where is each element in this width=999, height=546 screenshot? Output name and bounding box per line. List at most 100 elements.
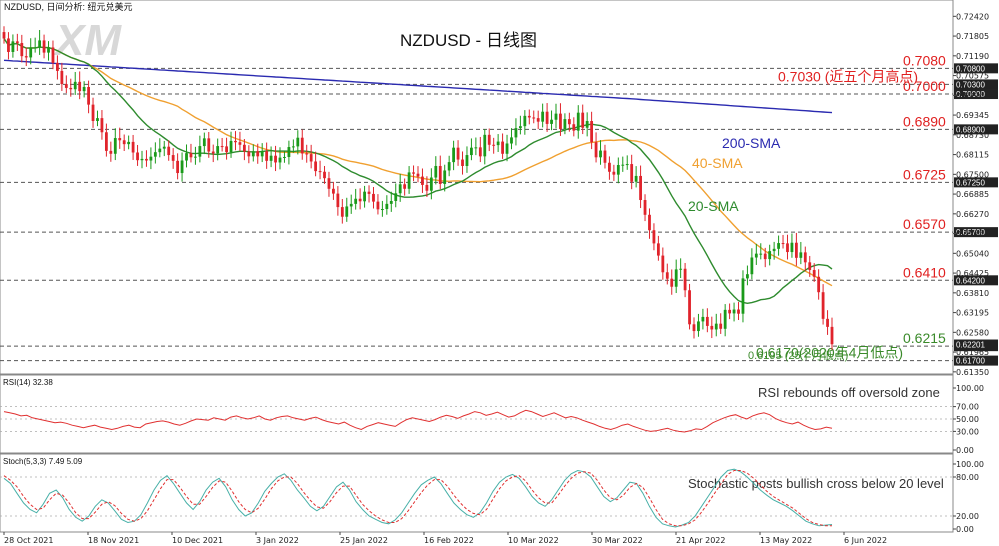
level-label: 0.6890	[903, 113, 946, 129]
level-price-tag-label: 0.68900	[956, 125, 985, 134]
price-tick-label: 0.72420	[956, 12, 989, 21]
stoch-annotation: Stochastic posts bullish cross below 20 …	[688, 476, 944, 491]
candle-bull	[768, 251, 772, 260]
candle-bear	[492, 144, 496, 146]
candles-layer	[2, 26, 834, 351]
candle-bear	[309, 154, 313, 162]
candle-bear	[683, 268, 687, 291]
level-price-tag-label: 0.70800	[956, 64, 985, 73]
time-tick-label: 25 Jan 2022	[340, 536, 388, 545]
candle-bull	[162, 146, 166, 149]
candle-bear	[109, 150, 113, 154]
time-tick-label: 30 Mar 2022	[592, 536, 643, 545]
candle-bear	[656, 243, 660, 256]
sma200-label: 200-SMA	[722, 135, 781, 151]
candle-bull	[434, 165, 438, 178]
candle-bull	[394, 193, 398, 201]
candle-bull	[772, 248, 776, 252]
candle-bear	[665, 272, 669, 279]
price-tick-label: 0.61350	[956, 368, 989, 377]
candle-bull	[674, 269, 678, 287]
candle-bull	[750, 257, 754, 275]
candle-bull	[443, 170, 447, 184]
candle-bear	[536, 118, 540, 122]
candle-bear	[612, 171, 616, 175]
candle-bear	[118, 138, 122, 141]
rsi-panel	[0, 374, 954, 454]
candle-bull	[33, 47, 37, 49]
current-price-tag-label: 0.62201	[956, 341, 985, 350]
candle-bear	[821, 292, 825, 319]
rsi-annotation: RSI rebounds off oversold zone	[758, 385, 940, 400]
level-label: 0.7080	[903, 52, 946, 68]
candle-bull	[385, 203, 389, 210]
candle-bull	[616, 165, 620, 175]
candle-bear	[425, 184, 429, 191]
candle-bear	[412, 172, 415, 174]
candle-bull	[746, 274, 749, 279]
candle-bear	[367, 191, 371, 194]
level-label: 0.7000	[903, 78, 946, 94]
indicator-series-d	[3, 470, 832, 527]
annotations-layer: 0.6195 (25个月低点) 200-SMA 40-SMA 20-SMA	[688, 135, 848, 362]
indicator-tick-label: 0.00	[956, 446, 974, 455]
candle-bull	[73, 81, 77, 90]
candle-bear	[786, 243, 789, 253]
candle-bear	[581, 112, 585, 128]
candle-bull	[697, 321, 700, 332]
candle-bear	[131, 141, 135, 153]
sma40-label: 40-SMA	[692, 155, 743, 171]
candle-bull	[269, 155, 273, 161]
time-tick-label: 21 Apr 2022	[676, 536, 725, 545]
candle-bear	[376, 201, 380, 210]
price-tick-label: 0.69345	[956, 111, 989, 120]
candle-bear	[817, 276, 821, 293]
candle-bull	[251, 151, 255, 157]
candle-bull	[278, 157, 282, 163]
price-tick-label: 0.71190	[956, 52, 989, 61]
time-tick-label: 28 Oct 2021	[4, 536, 53, 545]
candle-bull	[202, 138, 206, 147]
candle-bear	[336, 193, 340, 208]
candle-bear	[274, 155, 277, 163]
indicator-series-k	[3, 468, 833, 528]
low-annotation: 0.6195 (25个月低点)	[748, 349, 848, 362]
candle-bear	[78, 81, 82, 92]
candle-bull	[194, 156, 197, 158]
candle-bull	[576, 112, 580, 131]
candle-bull	[599, 150, 602, 158]
candle-bear	[256, 151, 260, 157]
candle-bear	[590, 121, 594, 143]
candle-bear	[42, 40, 46, 53]
candle-bear	[176, 160, 180, 174]
candle-bear	[812, 270, 816, 277]
current-price-tag	[954, 339, 998, 350]
candle-bear	[2, 32, 6, 39]
candle-bear	[91, 104, 95, 122]
price-axis: 0.72420 0.71805 0.71190 0.70575 0.69960 0.693…	[953, 12, 989, 377]
candle-bull	[496, 141, 500, 146]
candle-bear	[207, 138, 211, 152]
candle-bear	[501, 141, 504, 154]
candle-bear	[808, 262, 812, 271]
stoch-header: Stoch(5,3,3) 7.49 5.09	[3, 457, 83, 466]
level-label: 0.6215	[903, 330, 946, 346]
candle-bear	[300, 137, 304, 154]
candle-bull	[470, 147, 473, 156]
indicator-tick-label: 70.00	[956, 403, 979, 412]
chart-title: NZDUSD - 日线图	[400, 31, 537, 50]
price-tick-label: 0.67500	[956, 170, 989, 179]
candle-bull	[563, 119, 567, 130]
candle-bull	[514, 128, 518, 138]
candle-bear	[438, 165, 442, 184]
indicator-tick-label: 20.00	[956, 512, 979, 521]
candle-bull	[158, 148, 162, 153]
candle-bear	[763, 253, 767, 260]
candle-bull	[229, 140, 233, 153]
candle-bear	[705, 316, 709, 326]
level-price-tag	[954, 227, 998, 238]
rsi-layer: 100.00 70.00 50.00 30.00 0.00	[0, 384, 984, 455]
candle-bull	[407, 172, 411, 189]
candle-bull	[153, 152, 157, 157]
